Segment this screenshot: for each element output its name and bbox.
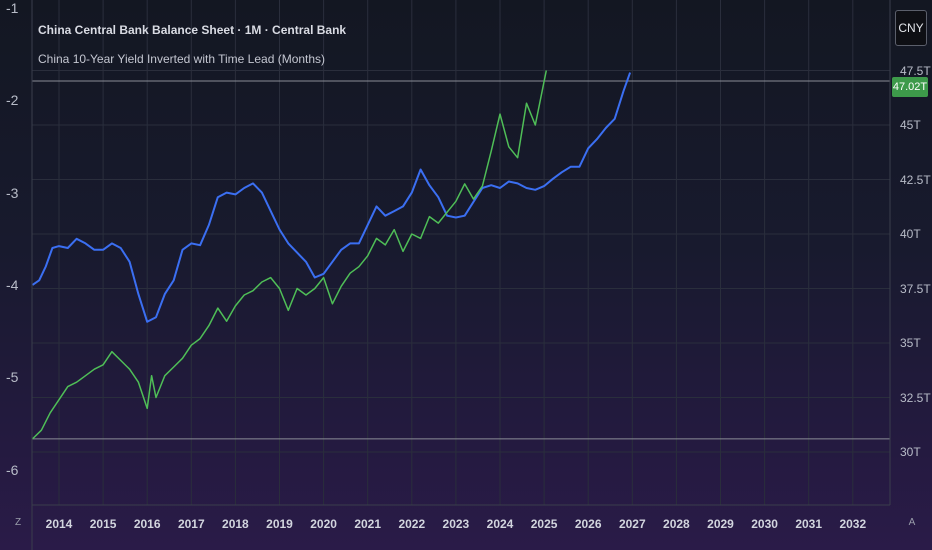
- last-value-badge: 47.02T: [892, 77, 928, 97]
- time-axis-tick-label: 2032: [839, 517, 867, 531]
- right-axis-tick-label: 35T: [900, 336, 921, 350]
- right-axis-tick-label: 40T: [900, 227, 921, 241]
- left-axis-tick-label: -4: [6, 276, 19, 293]
- auto-scale-button[interactable]: A: [908, 516, 916, 528]
- time-axis-tick-label: 2014: [45, 517, 73, 531]
- left-axis-tick-label: -5: [6, 369, 19, 386]
- left-axis-tick-label: -1: [6, 0, 19, 16]
- time-axis-tick-label: 2026: [574, 517, 602, 531]
- time-axis-tick-label: 2019: [266, 517, 293, 531]
- chart-title: China Central Bank Balance Sheet · 1M · …: [38, 23, 347, 37]
- right-axis-tick-label: 42.5T: [900, 172, 931, 187]
- time-axis-tick-label: 2023: [442, 517, 470, 531]
- time-axis-tick-label: 2027: [618, 517, 646, 531]
- time-axis-tick-label: 2031: [795, 517, 823, 531]
- horizontal-reference-lines: [32, 80, 890, 440]
- time-axis-tick-label: 2018: [222, 517, 249, 531]
- series: [31, 70, 632, 440]
- time-axis-tick-label: 2025: [530, 517, 558, 531]
- chart-subtitle: China 10-Year Yield Inverted with Time L…: [38, 52, 326, 66]
- time-axis-tick-label: 2015: [89, 517, 117, 531]
- time-axis-tick-label: 2029: [707, 517, 734, 531]
- right-axis-tick-label: 37.5T: [900, 281, 931, 296]
- time-axis-tick-label: 2022: [398, 517, 426, 531]
- time-axis-tick-label: 2028: [663, 517, 690, 531]
- right-axis-tick-label: 32.5T: [900, 390, 931, 405]
- left-axis-tick-label: -2: [6, 92, 19, 109]
- time-axis-tick-label: 2021: [354, 517, 382, 531]
- right-axis-tick-label: 30T: [900, 445, 921, 459]
- left-axis-tick-label: -6: [6, 461, 19, 478]
- time-axis-tick-label: 2030: [751, 517, 778, 531]
- time-axis-tick-label: 2024: [486, 517, 514, 531]
- green-series-line[interactable]: [31, 70, 548, 440]
- blue-series-line[interactable]: [31, 72, 632, 323]
- grid: [32, 0, 890, 505]
- time-axis-tick-label: 2017: [177, 517, 205, 531]
- right-axis-tick-label: 45T: [900, 118, 921, 132]
- currency-button[interactable]: CNY: [895, 10, 927, 46]
- time-axis-tick-label: 2016: [133, 517, 161, 531]
- time-axis-tick-label: 2020: [310, 517, 337, 531]
- right-axis-tick-label: 47.5T: [900, 63, 931, 78]
- left-scale-button[interactable]: Z: [14, 516, 22, 528]
- left-axis-tick-label: -3: [6, 184, 19, 201]
